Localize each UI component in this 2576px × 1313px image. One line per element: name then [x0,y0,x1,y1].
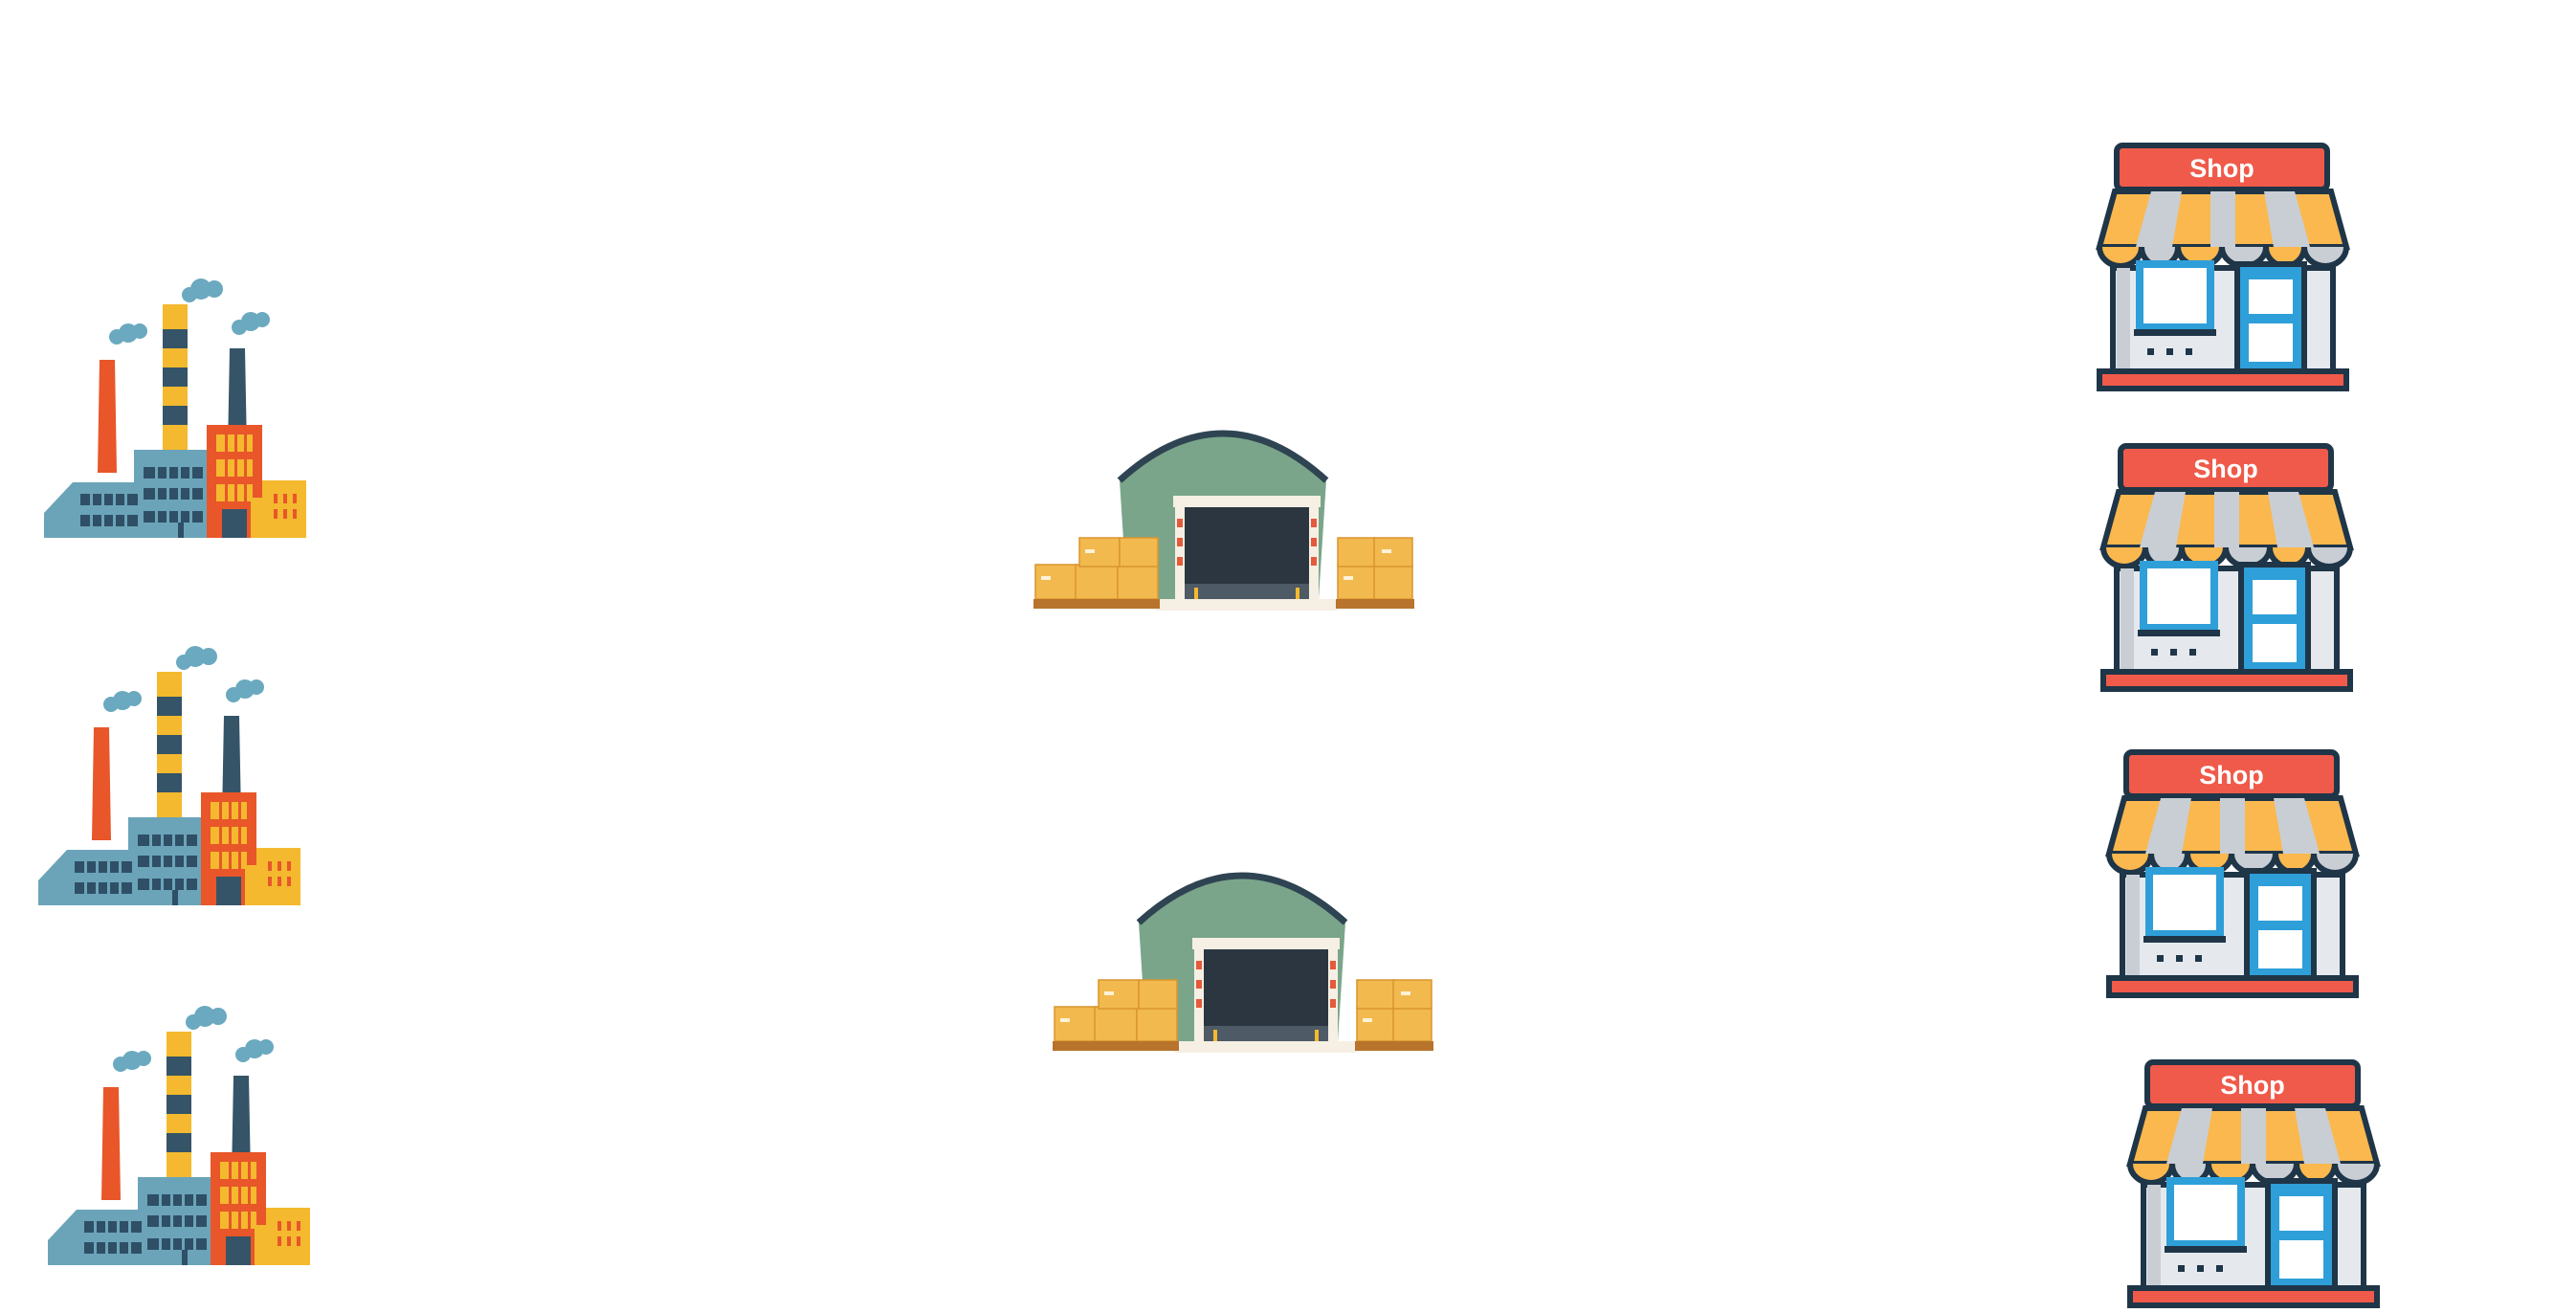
shop-sign-label: Shop [2199,761,2264,790]
warehouse-icon [1032,408,1414,613]
warehouse-2 [1051,850,1433,1056]
warehouse-1 [1032,408,1414,613]
factory-2 [33,635,310,913]
shop-2: Shop [2099,442,2354,697]
shop-icon: Shop [2126,1058,2381,1313]
factory-icon [42,995,320,1273]
shop-4: Shop [2126,1058,2381,1313]
warehouse-icon [1051,850,1433,1056]
factory-1 [38,268,316,545]
shop-icon: Shop [2099,442,2354,697]
shop-1: Shop [2096,142,2350,396]
factory-icon [38,268,316,545]
shop-3: Shop [2105,748,2360,1003]
shop-sign-label: Shop [2220,1071,2285,1100]
shop-sign-label: Shop [2193,455,2258,483]
factory-3 [42,995,320,1273]
shop-icon: Shop [2096,142,2350,396]
factory-icon [33,635,310,913]
shop-icon: Shop [2105,748,2360,1003]
shop-sign-label: Shop [2189,154,2254,183]
